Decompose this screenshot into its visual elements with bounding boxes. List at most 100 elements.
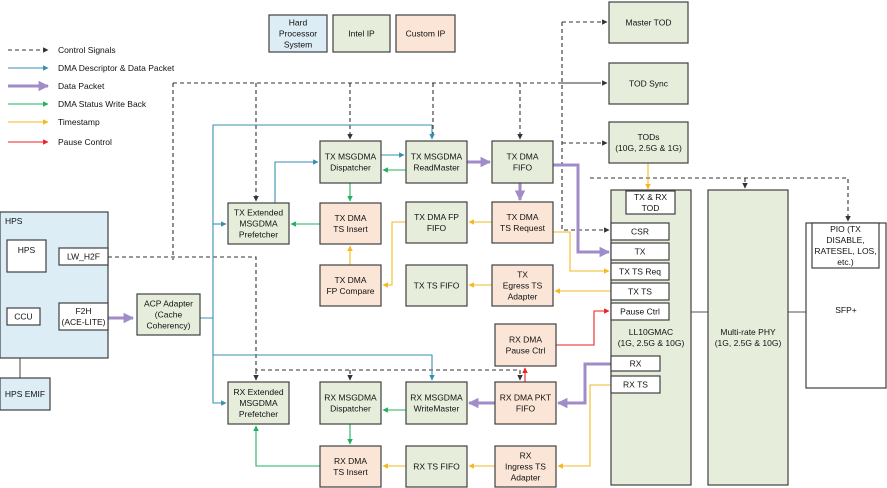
legend-timestamp-label: Timestamp bbox=[58, 117, 100, 127]
tx-msgdma-readmaster-label: TX MSGDMA bbox=[411, 152, 463, 162]
rx-ingress-ts-adapter-label: Adapter bbox=[511, 473, 541, 483]
tx-dma-fp-compare-label: TX DMA bbox=[334, 275, 366, 285]
legend-control-label: Control Signals bbox=[58, 45, 116, 55]
tx-dma-ts-request-label: TX DMA bbox=[506, 212, 538, 222]
rx-ts-label: RX TS bbox=[623, 380, 648, 390]
ll10gmac-label: (1G, 2.5G & 10G) bbox=[618, 338, 685, 348]
tx-ts-label: TX TS bbox=[628, 287, 652, 297]
key-hps-label: Hard bbox=[289, 18, 308, 28]
pause-wire bbox=[556, 308, 610, 346]
key-intel-block: Intel IP bbox=[332, 14, 391, 53]
descriptor-wire bbox=[274, 159, 319, 203]
master-tod-label: Master TOD bbox=[626, 18, 672, 28]
mac-tx-block: TX bbox=[610, 242, 670, 261]
tx-ext-prefetcher-label: TX Extended bbox=[234, 208, 283, 218]
mac-tx-label: TX bbox=[635, 247, 646, 257]
timestamp-wire bbox=[557, 384, 611, 469]
multirate-phy-block: Multi-rate PHY(1G, 2.5G & 10G) bbox=[707, 189, 789, 486]
rx-ts-fifo-block: RX TS FIFO bbox=[405, 445, 468, 488]
f2h-block: F2H(ACE-LITE) bbox=[58, 302, 109, 331]
acp-adapter-label: (Cache bbox=[155, 310, 183, 320]
tx-ts-block: TX TS bbox=[610, 282, 670, 301]
ccu-label: CCU bbox=[14, 312, 32, 322]
tx-dma-fp-fifo-label: FIFO bbox=[427, 223, 447, 233]
mac-rx-label: RX bbox=[630, 359, 642, 369]
tx-rx-tod-label: TOD bbox=[642, 203, 660, 213]
pio-label: DISABLE, bbox=[826, 235, 864, 245]
legend-packet-label: Data Packet bbox=[58, 81, 105, 91]
rx-ext-prefetcher-label: Prefetcher bbox=[239, 409, 278, 419]
pause-ctrl-label: Pause Ctrl bbox=[620, 307, 660, 317]
rx-msgdma-dispatcher-label: RX MSGDMA bbox=[324, 393, 377, 403]
multirate-phy-label: (1G, 2.5G & 10G) bbox=[715, 338, 782, 348]
descriptor-wire bbox=[213, 354, 435, 381]
pause-ctrl-block: Pause Ctrl bbox=[610, 302, 670, 321]
rx-dma-pkt-fifo-label: FIFO bbox=[516, 404, 536, 414]
tx-rx-tod-label: TX & RX bbox=[634, 192, 667, 202]
tx-ts-fifo-block: TX TS FIFO bbox=[405, 264, 468, 307]
rx-msgdma-writemaster-label: WriteMaster bbox=[414, 404, 460, 414]
hps-emif-label: HPS EMIF bbox=[5, 389, 45, 399]
rx-msgdma-writemaster-label: RX MSGDMA bbox=[410, 393, 463, 403]
tx-msgdma-dispatcher-label: TX MSGDMA bbox=[325, 152, 377, 162]
hps-block: HPS bbox=[0, 211, 109, 359]
key-custom-block: Custom IP bbox=[395, 14, 456, 53]
tods-label: (10G, 2.5G & 1G) bbox=[615, 143, 682, 153]
hps-core-block: HPS bbox=[6, 239, 47, 273]
tods-block: TODs(10G, 2.5G & 1G) bbox=[608, 121, 689, 164]
key-custom-label: Custom IP bbox=[406, 29, 446, 39]
rx-ext-prefetcher-label: RX Extended bbox=[233, 387, 283, 397]
pio-label: RATESEL, LOS, bbox=[814, 246, 876, 256]
tx-ts-req-block: TX TS Req bbox=[610, 262, 670, 281]
tx-dma-fp-compare-label: FP Compare bbox=[326, 286, 374, 296]
hps-emif-block: HPS EMIF bbox=[0, 377, 51, 411]
legend-pause-label: Pause Control bbox=[58, 137, 112, 147]
hps-core-label: HPS bbox=[18, 245, 36, 255]
rx-ts-fifo-label: RX TS FIFO bbox=[413, 462, 460, 472]
tx-ext-prefetcher-label: MSGDMA bbox=[239, 219, 278, 229]
sfp-label: SFP+ bbox=[835, 305, 857, 315]
lw-h2f-block: LW_H2F bbox=[58, 247, 109, 266]
csr-block: CSR bbox=[610, 222, 670, 241]
key-hps-label: System bbox=[284, 40, 312, 50]
legend-status-label: DMA Status Write Back bbox=[58, 99, 147, 109]
rx-dma-pause-ctrl-label: Pause Ctrl bbox=[506, 346, 546, 356]
descriptor-wire bbox=[200, 124, 435, 319]
hps-label: HPS bbox=[5, 216, 23, 226]
pio-label: etc.) bbox=[837, 257, 854, 267]
descriptor-wire bbox=[212, 318, 227, 406]
legend-descriptor-label: DMA Descriptor & Data Packet bbox=[58, 63, 175, 73]
rx-msgdma-dispatcher-label: Dispatcher bbox=[330, 404, 371, 414]
tx-dma-fp-fifo-label: TX DMA FP bbox=[414, 212, 459, 222]
f2h-label: F2H bbox=[75, 306, 91, 316]
tx-egress-ts-adapter-label: TX bbox=[517, 270, 528, 280]
mac-rx-block: RX bbox=[610, 355, 661, 372]
rx-dma-pkt-fifo-label: RX DMA PKT bbox=[500, 393, 551, 403]
packet-wire bbox=[553, 163, 611, 258]
lw-h2f-label: LW_H2F bbox=[67, 252, 100, 262]
tod-sync-block: TOD Sync bbox=[608, 62, 689, 105]
rx-ext-prefetcher-label: MSGDMA bbox=[239, 398, 278, 408]
acp-adapter-label: ACP Adapter bbox=[144, 299, 193, 309]
status-wire bbox=[253, 425, 320, 467]
control-wire bbox=[561, 22, 610, 233]
pio-label: PIO (TX bbox=[830, 224, 861, 234]
tx-ext-prefetcher-label: Prefetcher bbox=[239, 230, 278, 240]
key-intel-label: Intel IP bbox=[348, 29, 375, 39]
